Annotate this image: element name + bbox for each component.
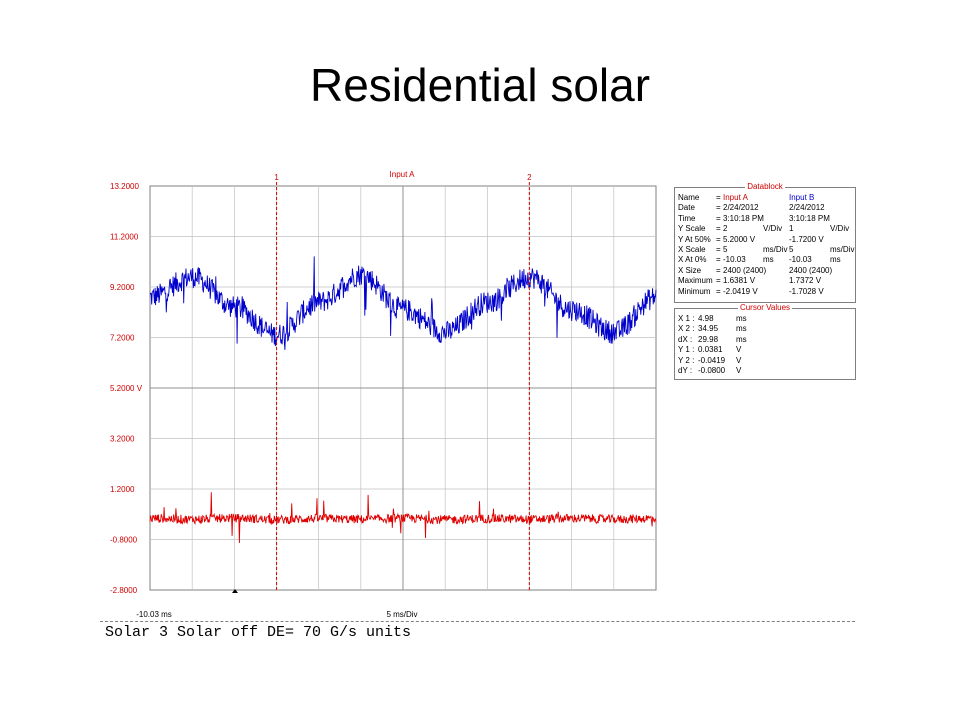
datablock-label: Minimum — [678, 286, 711, 296]
footer-divider — [100, 621, 855, 622]
datablock-label: Y At 50% — [678, 234, 711, 244]
datablock-label: Maximum — [678, 276, 713, 286]
datablock-title: Datablock — [745, 182, 785, 191]
datablock-eq: = — [716, 245, 721, 254]
trigger-marker-icon — [232, 589, 238, 593]
datablock-eq: = — [716, 193, 721, 202]
trace-input-b — [149, 492, 657, 544]
datablock-value-b: 5 — [789, 245, 794, 254]
datablock-value-b: 3:10:18 PM — [789, 213, 830, 223]
datablock-value-b: -10.03 — [789, 255, 812, 265]
datablock-label: X At 0% — [678, 255, 707, 265]
x-start-label: -10.03 ms — [136, 610, 172, 619]
datablock-eq: = — [716, 224, 721, 234]
cursor-value-number: 4.98 — [698, 314, 714, 323]
datablock-value-a: 2/24/2012 — [723, 203, 759, 213]
datablock-label: X Scale — [678, 245, 706, 254]
datablock-value-a: Input A — [723, 193, 748, 202]
y-tick-label: 5.2000 V — [110, 384, 143, 393]
datablock-value-b: Input B — [789, 193, 815, 202]
cursor-value-number: 29.98 — [698, 334, 719, 344]
cursor-value-unit: V — [736, 345, 742, 355]
y-tick-label: -0.8000 — [110, 536, 138, 545]
y-tick-label: 11.2000 — [110, 233, 139, 242]
datablock-label: Name — [678, 193, 700, 202]
traces — [149, 256, 657, 544]
cursor-value-number: -0.0419 — [698, 355, 726, 365]
y-tick-label: 7.2000 — [110, 334, 135, 343]
datablock-unit-a: ms — [763, 255, 774, 265]
datablock-value-b: -1.7028 V — [789, 286, 824, 296]
cursor-value-label: dX : — [678, 334, 693, 344]
datablock-label: X Size — [678, 265, 702, 275]
cursor-value-label: Y 1 : — [678, 345, 695, 355]
datablock-value-a: -10.03 — [723, 255, 746, 265]
datablock-eq: = — [716, 213, 721, 223]
datablock-eq: = — [716, 234, 721, 244]
datablock-value-a: 2400 (2400) — [723, 265, 767, 275]
datablock-value-a: 1.6381 V — [723, 276, 756, 286]
y-tick-label: -2.8000 — [110, 586, 138, 595]
datablock-value-b: -1.7200 V — [789, 234, 824, 244]
datablock-eq: = — [716, 255, 721, 265]
cursor-value-label: Y 2 : — [678, 355, 695, 365]
datablock-value-a: 3:10:18 PM — [723, 213, 764, 223]
channel-label: Input A — [390, 170, 416, 179]
cursor-value-unit: ms — [736, 314, 747, 323]
y-tick-label: 13.2000 — [110, 182, 139, 191]
cursor-value-number: 34.95 — [698, 324, 719, 334]
cursor-value-number: 0.0381 — [698, 345, 723, 355]
y-tick-labels: 13.2000 11.2000 9.2000 7.2000 5.2000 V 3.2000… — [110, 182, 143, 595]
cursor-values-title: Cursor Values — [737, 303, 793, 312]
y-tick-label: 3.2000 — [110, 435, 135, 444]
datablock-value-b: 2/24/2012 — [789, 203, 825, 213]
cursor-value-unit: ms — [736, 334, 747, 344]
datablock-unit-b: V/Div — [830, 224, 850, 234]
datablock-panel: Datablock Name = Input A Input B Date = 2/24/2… — [674, 182, 856, 303]
cursor-value-label: X 2 : — [678, 324, 695, 334]
datablock-value-a: 5.2000 V — [723, 234, 756, 244]
y-tick-label: 9.2000 — [110, 283, 135, 292]
datablock-eq: = — [716, 203, 721, 213]
cursor-values-panel: Cursor Values X 1 :4.98 ms X 2 :34.95 ms dX … — [674, 303, 856, 380]
cursor-label: 1 — [274, 173, 279, 182]
cursor-value-unit: V — [736, 355, 742, 365]
cursor-value-unit: V — [736, 366, 742, 375]
cursor-value-label: dY : — [678, 366, 693, 375]
datablock-value-b: 1 — [789, 224, 794, 234]
trace-input-a — [149, 256, 657, 350]
cursor-value-label: X 1 : — [678, 314, 695, 323]
datablock-eq: = — [716, 276, 721, 286]
datablock-value-a: 5 — [723, 245, 728, 254]
datablock-unit-b: ms/Div — [830, 245, 855, 254]
datablock-unit-b: ms — [830, 255, 841, 265]
cursor-label: 2 — [527, 173, 532, 182]
datablock-eq: = — [716, 265, 721, 275]
datablock-eq: = — [716, 286, 721, 296]
datablock-label: Time — [678, 213, 696, 223]
datablock-label: Y Scale — [678, 224, 706, 234]
datablock-unit-a: ms/Div — [763, 245, 788, 254]
x-scale-label: 5 ms/Div — [386, 610, 417, 619]
datablock-value-b: 1.7372 V — [789, 276, 822, 286]
slide-title: Residential solar — [309, 59, 651, 111]
footer-caption: Solar 3 Solar off DE= 70 G/s units — [105, 624, 412, 641]
datablock-value-b: 2400 (2400) — [789, 265, 833, 275]
cursor-value-unit: ms — [736, 324, 747, 334]
cursor-value-number: -0.0800 — [698, 366, 726, 375]
y-tick-label: 1.2000 — [110, 485, 135, 494]
chart-grid — [149, 185, 657, 591]
datablock-label: Date — [678, 203, 695, 213]
datablock-value-a: -2.0419 V — [723, 286, 758, 296]
datablock-unit-a: V/Div — [763, 224, 783, 234]
datablock-value-a: 2 — [723, 224, 728, 234]
